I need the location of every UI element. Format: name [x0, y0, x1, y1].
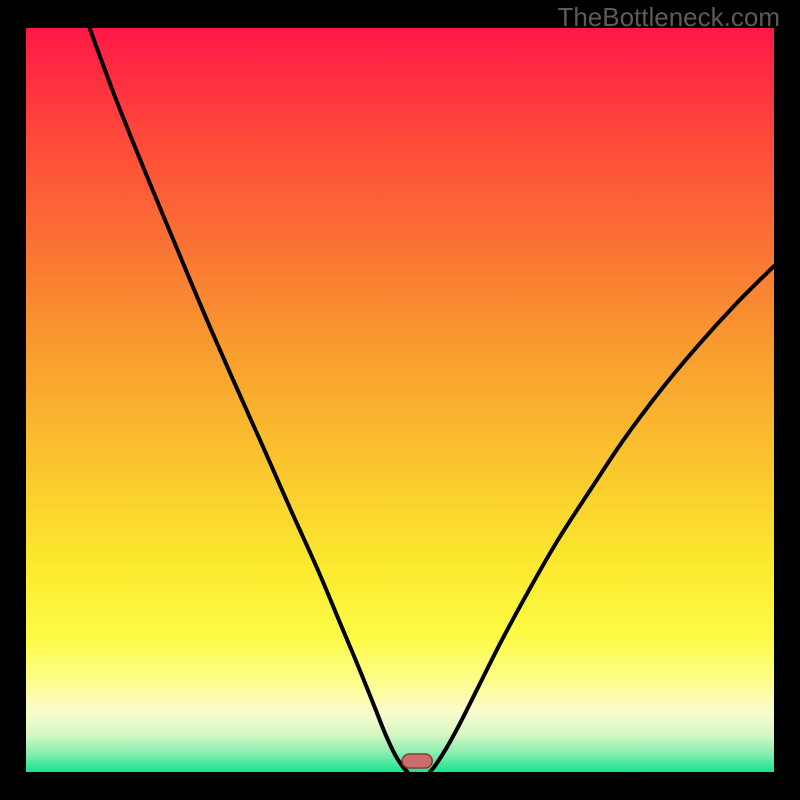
minimum-marker [402, 754, 432, 768]
chart-stage: TheBottleneck.com [0, 0, 800, 800]
plot-gradient-background [26, 28, 774, 772]
bottleneck-chart [0, 0, 800, 800]
